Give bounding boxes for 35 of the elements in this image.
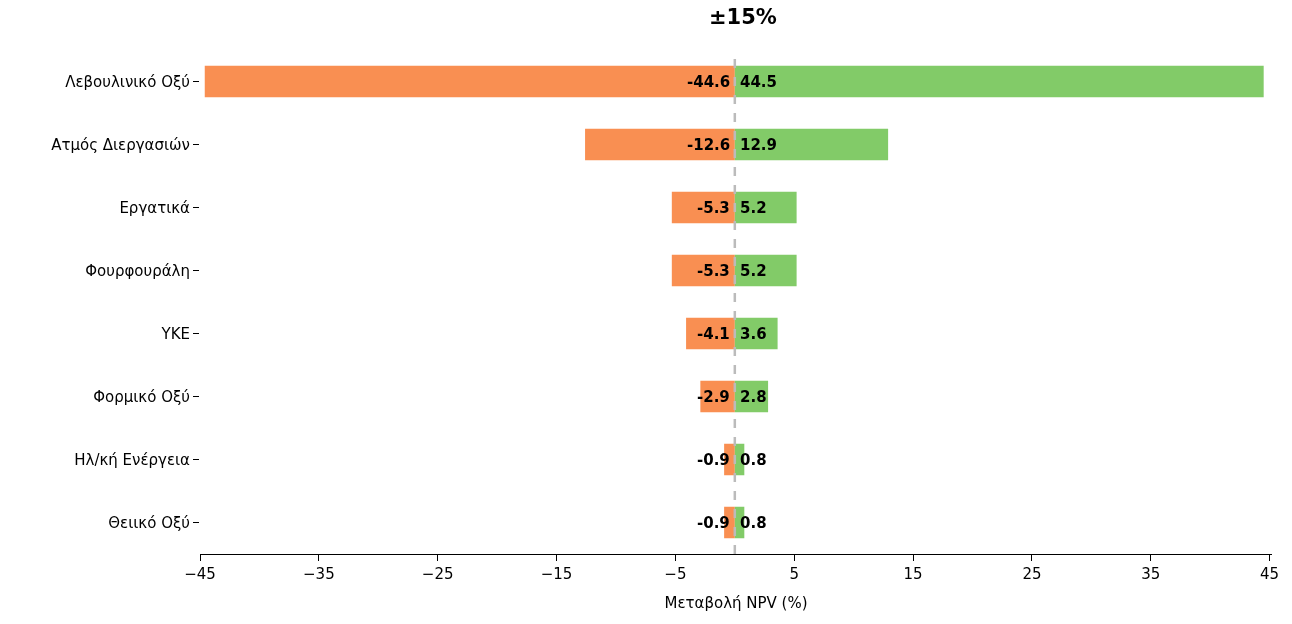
data-label: 44.5 (740, 73, 778, 91)
y-tick-label: Φορμικό Οξύ (93, 387, 190, 406)
data-label: 2.8 (740, 388, 767, 406)
x-tick-label: 25 (1022, 565, 1042, 583)
x-tick-label: −45 (184, 565, 216, 583)
data-label: -4.1 (697, 325, 730, 343)
x-tick-label: 35 (1141, 565, 1161, 583)
x-tick-label: −35 (303, 565, 335, 583)
y-tick-label: Ατμός Διεργασιών (51, 135, 190, 154)
bar (734, 65, 1264, 98)
data-label: 3.6 (740, 325, 767, 343)
data-label: 12.9 (740, 136, 778, 154)
data-label: -12.6 (687, 136, 731, 154)
data-label: 5.2 (740, 199, 767, 217)
x-tick-label: 45 (1260, 565, 1280, 583)
x-tick-label: −25 (421, 565, 454, 583)
y-tick-label: Εργατικά (119, 198, 191, 217)
x-tick-label: 15 (903, 565, 923, 583)
data-label: -5.3 (697, 262, 730, 280)
chart-title: ±15% (708, 5, 777, 30)
data-label: -44.6 (687, 73, 731, 91)
data-label: -5.3 (697, 199, 730, 217)
y-tick-label: Θειικό Οξύ (108, 513, 190, 532)
x-tick-label: −15 (540, 565, 573, 583)
x-tick-label: 5 (789, 565, 800, 583)
x-tick-label: −5 (664, 565, 687, 583)
y-tick-label: Ηλ/κή Ενέργεια (74, 450, 191, 469)
y-tick-label: ΥΚΕ (160, 324, 190, 343)
bar (734, 128, 889, 161)
bar (204, 65, 735, 98)
bar (585, 128, 735, 161)
y-tick-label: Φουρφουράλη (85, 261, 190, 280)
data-label: 5.2 (740, 262, 767, 280)
x-axis-title: Μεταβολή NPV (%) (664, 594, 808, 612)
y-tick-label: Λεβουλινικό Οξύ (65, 72, 190, 91)
